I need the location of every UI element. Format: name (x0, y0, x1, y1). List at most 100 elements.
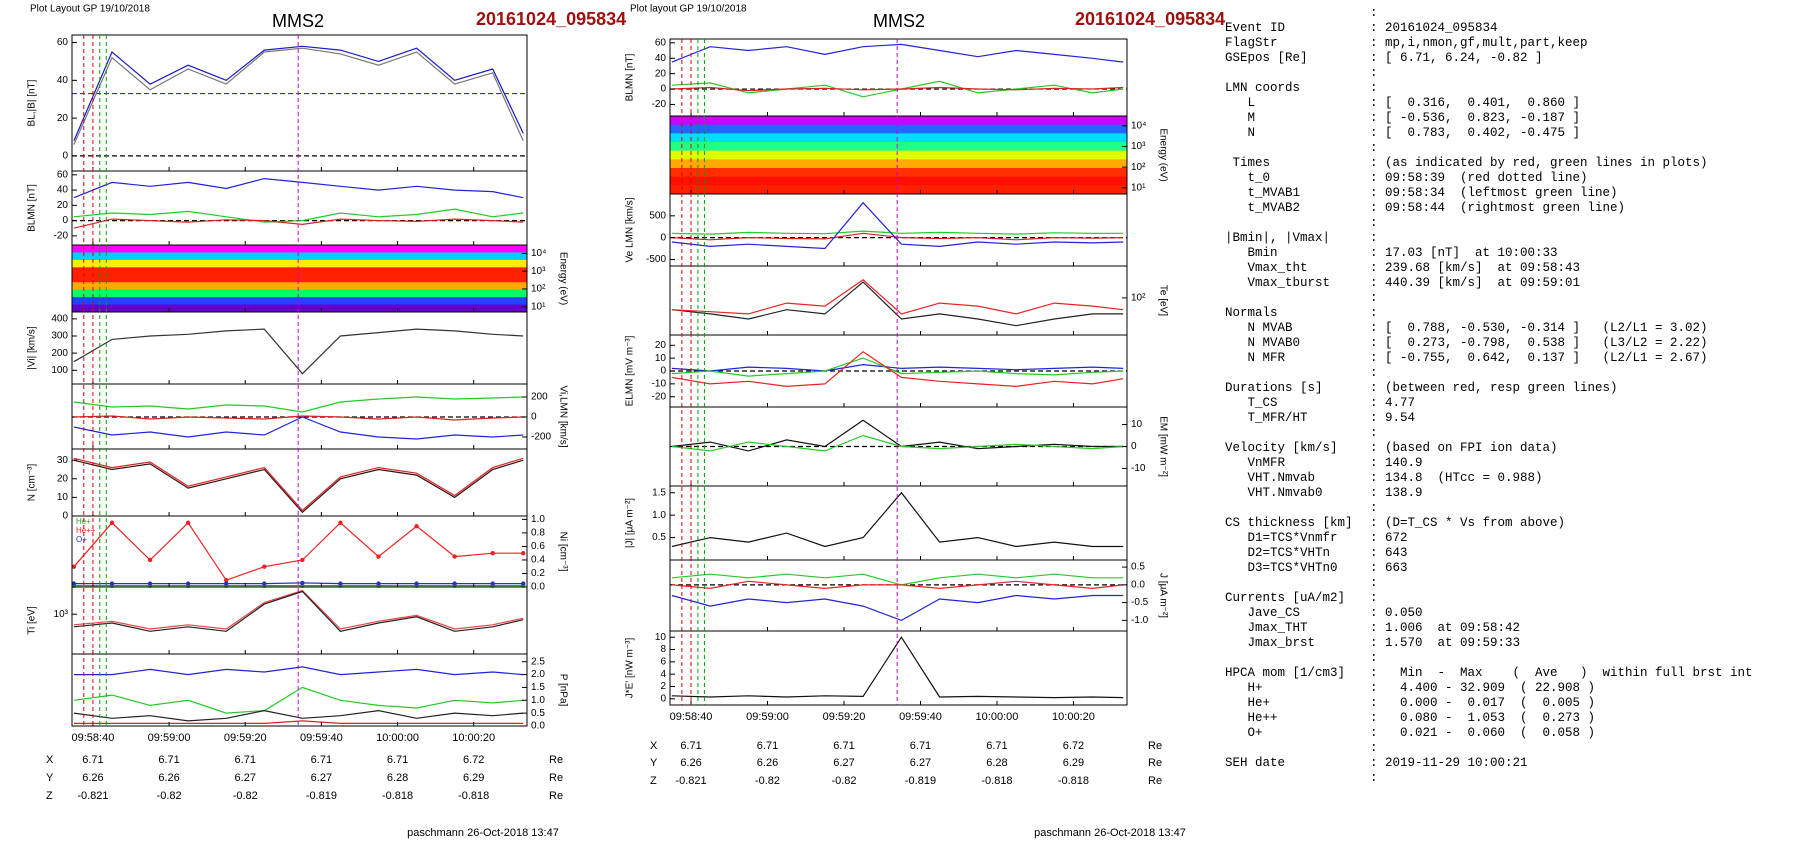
footer: paschmann 26-Oct-2018 13:47 (407, 827, 559, 839)
position-value: 6.27 (910, 757, 931, 769)
series-line (73, 666, 524, 676)
y-tick-label: 0 (531, 412, 537, 423)
y-tick-label: 20 (655, 68, 667, 79)
y-tick-label: 40 (57, 185, 69, 196)
info-key: Vmax_tburst (1225, 276, 1331, 290)
info-line: Jmax_brst: 1.570 at 09:59:33 (1225, 636, 1753, 651)
spectrogram-band (72, 282, 527, 291)
position-label: Y (650, 757, 658, 769)
spectrogram-band (670, 176, 1127, 186)
series-line (73, 415, 524, 421)
spectrogram-band (72, 259, 527, 268)
panel-frame (71, 448, 528, 517)
position-value: 6.71 (82, 754, 103, 766)
y-tick-label: 20 (655, 340, 667, 351)
info-line: : (1225, 291, 1753, 306)
series-line (73, 686, 524, 714)
y-tick-label: -200 (531, 432, 551, 443)
info-line: t_MVAB1: 09:58:34 (leftmost green line) (1225, 186, 1753, 201)
y-tick-label: 20 (57, 473, 69, 484)
event-id: 20161024_095834 (1075, 9, 1225, 29)
y-tick-label: 10 (1131, 419, 1143, 430)
info-value: : (1370, 366, 1378, 380)
position-value: 6.71 (235, 754, 256, 766)
y-tick-label: 0.5 (1131, 562, 1145, 573)
info-key: t_MVAB1 (1225, 186, 1301, 200)
info-line: Vmax_tburst: 440.39 [km/s] at 09:59:01 (1225, 276, 1753, 291)
info-key: T_CS (1225, 396, 1278, 410)
position-value: -0.819 (905, 775, 936, 787)
info-line: He++: 0.080 - 1.053 ( 0.273 ) (1225, 711, 1753, 726)
info-key: M (1225, 111, 1256, 125)
series-line (73, 709, 524, 722)
y-tick-label: 10³ (531, 266, 546, 277)
spectrogram-band (72, 289, 527, 298)
y-tick-label: 8 (660, 644, 666, 655)
info-line: D1=TCS*Vnmfr: 672 (1225, 531, 1753, 546)
series-line (671, 434, 1124, 452)
info-key: VHT.Nmvab (1225, 471, 1316, 485)
y-tick-label: 0 (1131, 441, 1137, 452)
y-tick-label: 0.8 (531, 528, 545, 539)
info-key: Jave_CS (1225, 606, 1301, 620)
info-line: H+: 4.400 - 32.909 ( 22.908 ) (1225, 681, 1753, 696)
y-tick-label: 10² (1131, 293, 1146, 304)
series-line (671, 279, 1124, 315)
info-value: : 0.021 - 0.060 ( 0.058 ) (1370, 726, 1596, 740)
y-tick-label: 0 (660, 693, 666, 704)
data-point (414, 523, 419, 529)
data-point (490, 550, 495, 556)
y-tick-label: 2 (660, 681, 666, 692)
info-line: GSEpos [Re]: [ 6.71, 6.24, -0.82 ] (1225, 51, 1753, 66)
spectrogram-band (72, 245, 527, 253)
y-tick-label: 0 (62, 151, 68, 162)
y-tick-label: -20 (54, 230, 69, 241)
position-value: -0.818 (981, 775, 1012, 787)
info-value: : 20161024_095834 (1370, 21, 1498, 35)
series-line (671, 636, 1124, 699)
position-label: Z (650, 775, 657, 787)
info-line: t_MVAB2: 09:58:44 (rightmost green line) (1225, 201, 1753, 216)
info-key: N MVAB (1225, 321, 1293, 335)
info-key: O+ (1225, 726, 1263, 740)
info-line: Currents [uA/m2]: (1225, 591, 1753, 606)
info-line: M: [ -0.536, 0.823, -0.187 ] (1225, 111, 1753, 126)
y-axis-label: Ti [eV] (27, 606, 38, 635)
info-key: D2=TCS*VHTn (1225, 546, 1331, 560)
info-value: : (based on FPI ion data) (1370, 441, 1558, 455)
info-line: He+: 0.000 - 0.017 ( 0.005 ) (1225, 696, 1753, 711)
info-line: T_MFR/HT: 9.54 (1225, 411, 1753, 426)
position-value: 6.71 (986, 740, 1007, 752)
y-tick-label: -1.0 (1131, 615, 1149, 626)
data-point (490, 581, 495, 586)
x-tick-label: 10:00:20 (452, 732, 495, 744)
y-tick-label: 300 (51, 331, 68, 342)
data-point (376, 554, 381, 559)
event-id: 20161024_095834 (476, 9, 626, 29)
info-value: : (1370, 216, 1378, 230)
info-value: : (as indicated by red, green lines in p… (1370, 156, 1708, 170)
info-line: N: [ 0.783, 0.402, -0.475 ] (1225, 126, 1753, 141)
y-tick-label: 0.0 (531, 721, 545, 732)
y-tick-label: 6 (660, 656, 666, 667)
y-tick-label: 1.0 (652, 510, 666, 521)
data-point (376, 581, 381, 586)
info-value: : (1370, 6, 1378, 20)
info-value: : (1370, 81, 1378, 95)
info-line: : (1225, 6, 1753, 21)
series-line (671, 350, 1124, 388)
y-tick-label: 0 (660, 84, 666, 95)
spectrogram-band (670, 116, 1127, 126)
y-tick-label: 60 (655, 37, 667, 48)
series-line (671, 281, 1124, 327)
info-key: HPCA mom [1/cm3] (1225, 666, 1346, 680)
legend-entry: O+ (76, 535, 87, 544)
position-value: -0.82 (755, 775, 780, 787)
y-axis-label: Vi,LMN [km/s] (557, 385, 568, 447)
y-tick-label: 1.5 (652, 487, 666, 498)
info-value: : (1370, 591, 1378, 605)
position-value: -0.818 (382, 790, 413, 802)
series-line (73, 45, 524, 142)
legend-entry: He++ (76, 526, 96, 535)
y-tick-label: 500 (649, 210, 666, 221)
